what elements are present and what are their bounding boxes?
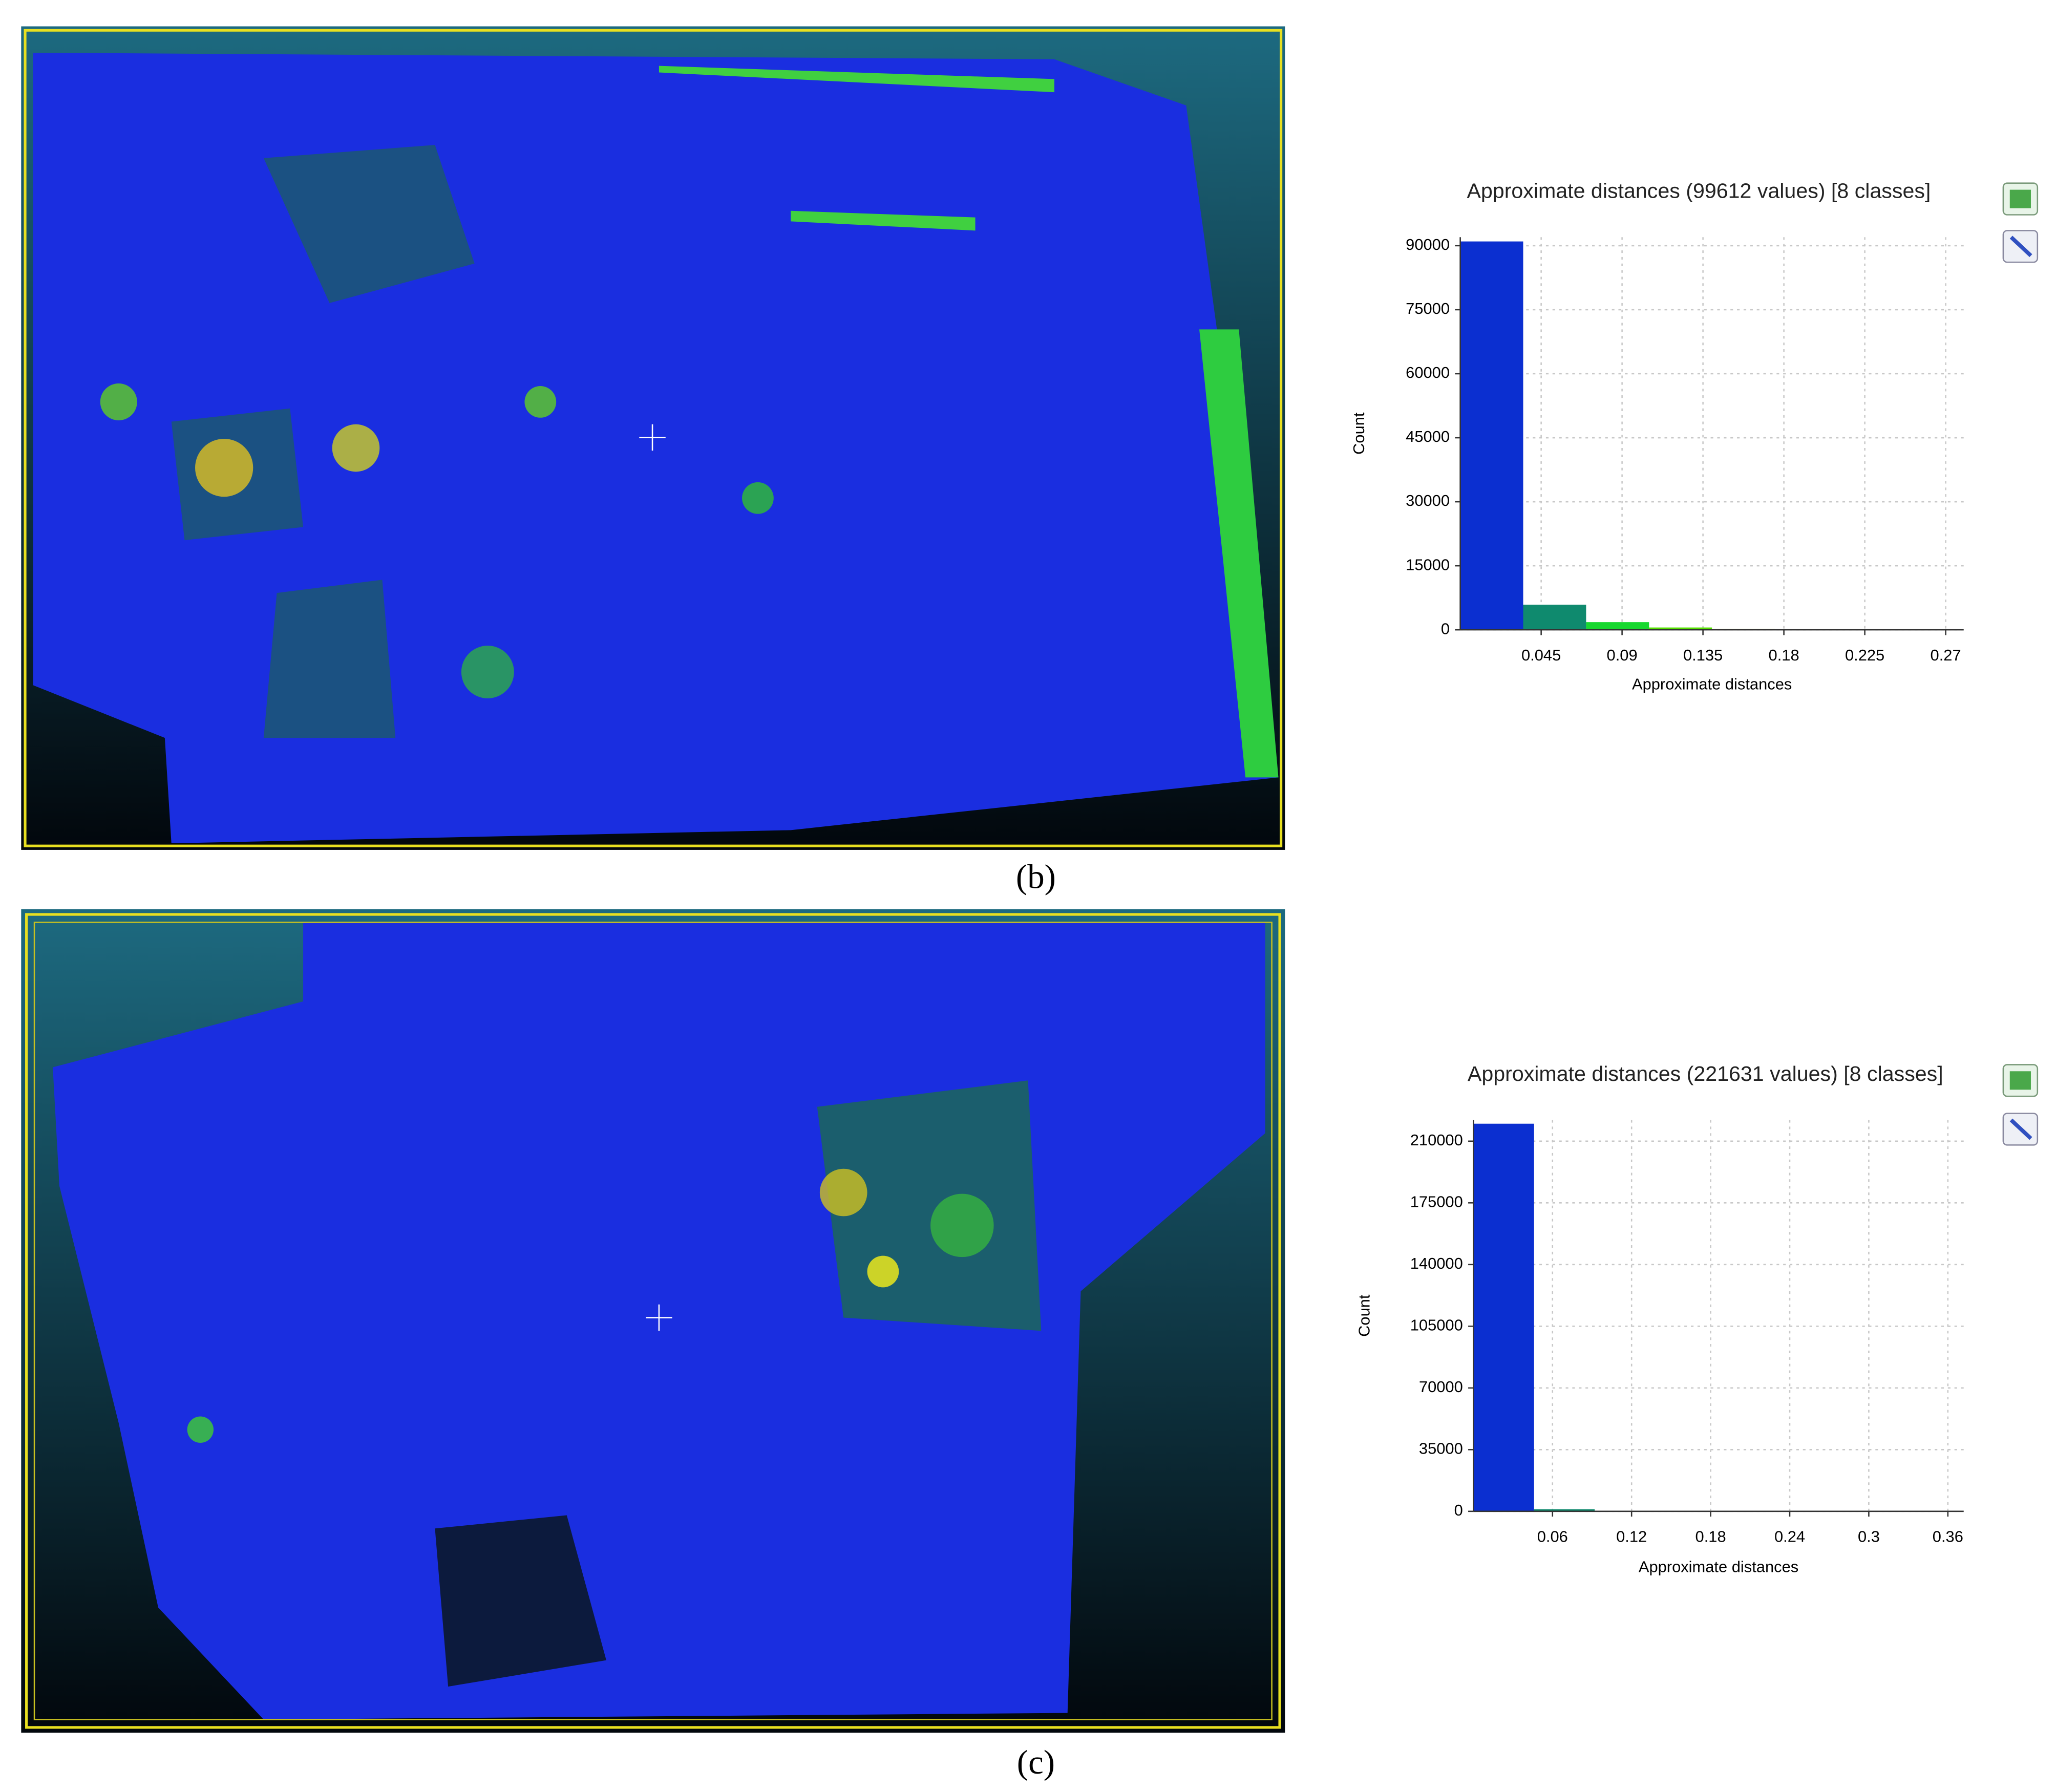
toolbar-icons[interactable] bbox=[2002, 182, 2039, 1146]
y-tick-label: 0 bbox=[1454, 1501, 1463, 1519]
y-tick-label: 60000 bbox=[1406, 364, 1450, 381]
x-tick-label: 0.24 bbox=[1774, 1527, 1805, 1545]
y-tick-label: 210000 bbox=[1410, 1131, 1463, 1149]
y-tick-label: 35000 bbox=[1419, 1439, 1463, 1457]
caption: (c) bbox=[1017, 1743, 1055, 1781]
y-tick-label: 140000 bbox=[1410, 1254, 1463, 1272]
x-axis-label: Approximate distances bbox=[1632, 675, 1792, 693]
y-tick-label: 70000 bbox=[1419, 1378, 1463, 1396]
x-axis-label: Approximate distances bbox=[1639, 1558, 1798, 1576]
caption: (b) bbox=[1016, 858, 1056, 895]
y-axis-label: Count bbox=[1355, 1294, 1373, 1337]
x-tick-label: 0.12 bbox=[1616, 1527, 1647, 1545]
x-tick-label: 0.18 bbox=[1695, 1527, 1726, 1545]
y-tick-label: 15000 bbox=[1406, 556, 1450, 573]
x-tick-label: 0.225 bbox=[1845, 646, 1884, 664]
bar bbox=[1534, 1509, 1595, 1511]
y-tick-label: 45000 bbox=[1406, 428, 1450, 445]
x-tick-label: 0.045 bbox=[1521, 646, 1561, 664]
x-tick-label: 0.3 bbox=[1858, 1527, 1880, 1545]
bar bbox=[1473, 1123, 1534, 1511]
point-cloud-b bbox=[21, 26, 1285, 850]
y-tick-label: 105000 bbox=[1410, 1316, 1463, 1334]
y-tick-label: 75000 bbox=[1406, 300, 1450, 317]
x-tick-label: 0.135 bbox=[1683, 646, 1723, 664]
y-tick-label: 175000 bbox=[1410, 1192, 1463, 1210]
bar bbox=[1460, 241, 1523, 630]
x-tick-label: 0.09 bbox=[1607, 646, 1638, 664]
bar bbox=[1586, 622, 1649, 630]
bar bbox=[1649, 627, 1712, 630]
chart-title: Approximate distances (221631 values) [8… bbox=[1468, 1062, 1943, 1085]
x-tick-label: 0.06 bbox=[1537, 1527, 1568, 1545]
x-tick-label: 0.36 bbox=[1933, 1527, 1963, 1545]
y-axis-label: Count bbox=[1350, 412, 1368, 455]
y-tick-label: 90000 bbox=[1406, 236, 1450, 253]
x-tick-label: 0.18 bbox=[1769, 646, 1799, 664]
x-tick-label: 0.27 bbox=[1931, 646, 1961, 664]
y-tick-label: 0 bbox=[1441, 620, 1450, 637]
y-tick-label: 30000 bbox=[1406, 492, 1450, 509]
chart-title: Approximate distances (99612 values) [8 … bbox=[1467, 179, 1931, 203]
bar bbox=[1523, 604, 1586, 630]
point-cloud-c bbox=[21, 909, 1285, 1733]
